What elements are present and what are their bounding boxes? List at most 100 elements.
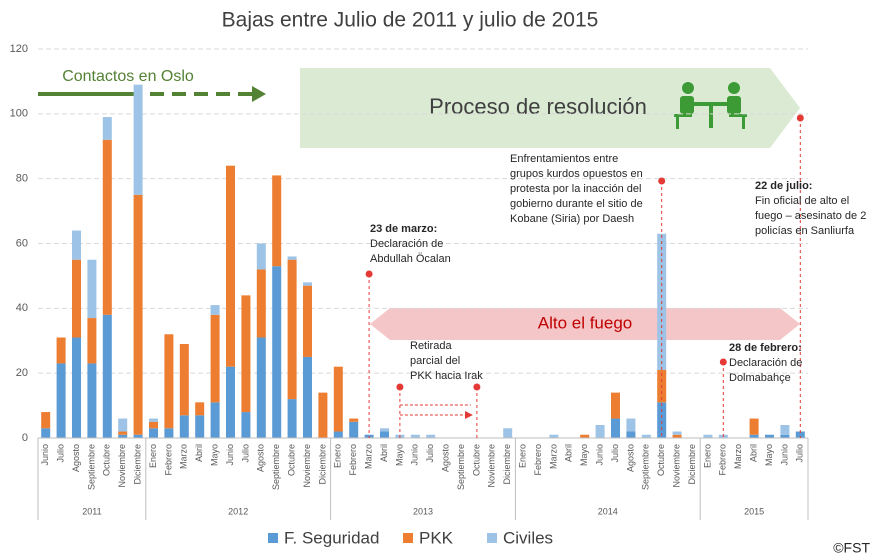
year-label: 2012 [228,506,248,516]
bar-segment [503,428,513,438]
withdrawal-arrow [399,404,471,415]
resolution-arrow [300,68,800,148]
x-tick-label: Julio [610,444,620,463]
x-tick-label: Octubre [656,444,666,476]
annotation-line: Abdullah Öcalan [370,253,451,265]
x-tick-label: Febrero [348,444,358,476]
annotation-line: grupos kurdos opuestos en [510,168,643,180]
bar-segment [41,412,51,429]
x-tick-label: Septiembre [641,444,651,490]
legend-swatch [268,533,278,543]
x-tick-label: Septiembre [271,444,281,490]
annotation: Enfrentamientos entre grupos kurdos opues… [510,153,643,225]
bar-segment [303,356,312,438]
bar-segment [226,165,235,367]
bar-segment [72,259,81,338]
annotation: 22 de julio: Fin oficial de alto el fuego … [755,180,866,237]
x-tick-label: Noviembre [487,444,497,488]
bar-segment [87,259,97,319]
x-tick-label: Abril [748,444,758,462]
bar-segment [133,434,143,438]
x-tick-label: Febrero [718,444,728,476]
bar-segment [179,343,189,416]
annotation-line: Dolmabahçe [729,372,791,384]
meeting-icon [674,82,747,129]
bar-segment [795,431,805,438]
bar-segment [410,434,420,438]
bar-segment [287,256,297,260]
bar-segment [333,431,343,438]
annotation-line: protesta por la inacción del [510,183,641,195]
bar-segment [118,418,128,432]
bar-segment [149,418,158,422]
bar-segment [102,314,112,438]
y-tick-label: 0 [22,432,28,444]
bar-segment [41,428,51,438]
bar-segment [56,363,66,438]
bar-segment [241,412,251,438]
bar-segment [349,421,359,438]
x-tick-label: Enero [333,444,343,468]
bar-segment [611,392,620,419]
annotation-line: Declaración de [729,357,802,369]
y-tick-label: 20 [16,367,28,379]
legend-label: F. Seguridad [284,528,379,547]
x-tick-label: Diciembre [687,444,697,485]
ceasefire-arrow [370,308,800,340]
year-label: 2013 [413,506,433,516]
bar-segment [272,175,282,267]
bar-segment [272,266,282,438]
bar-segment [133,84,143,195]
x-tick-label: Mayo [394,444,404,466]
x-tick-label: Febrero [533,444,543,476]
bar-segment [426,434,436,438]
legend-swatch [487,533,497,543]
bar-segment [287,399,297,438]
period-label: Contactos en Oslo [62,68,194,85]
x-tick-label: Abril [194,444,204,462]
x-tick-label: Abril [564,444,574,462]
x-tick-label: Julio [240,444,250,463]
x-tick-label: Septiembre [456,444,466,490]
bar-segment [672,434,682,438]
annotation: Retirada parcial del PKK hacia Irak [410,340,483,382]
bar-segment [56,337,66,364]
y-tick-label: 120 [10,43,28,55]
bar-segment [72,337,81,438]
bar-segment [195,402,205,416]
x-tick-label: Noviembre [671,444,681,488]
bar-segment [780,425,790,435]
year-label: 2014 [598,506,618,516]
x-tick-label: Diciembre [317,444,327,485]
annotation-line: Declaración de [370,238,443,250]
bar-segment [118,434,128,438]
x-tick-label: Agosto [440,444,450,472]
bar-segment [380,431,389,438]
bar-segment [241,295,251,413]
annotation-heading: 28 de febrero: [729,342,802,354]
x-tick-label: Enero [148,444,158,468]
bar-segment [226,366,235,438]
bar-segment [149,428,158,438]
legend-swatch [403,533,413,543]
legend-label: Civiles [503,528,553,547]
bar-segment [657,402,667,438]
y-tick-label: 100 [10,108,28,120]
bar-segment [87,318,97,364]
x-tick-label: Enero [702,444,712,468]
annotation-line: Fin oficial de alto el [755,195,849,207]
annotation-line: parcial del [410,355,460,367]
bar-segment [380,428,389,432]
bar-segment [164,334,174,429]
x-tick-label: Mayo [764,444,774,466]
bar-segment [765,434,774,438]
event-dot [473,383,481,391]
x-tick-label: Mayo [209,444,219,466]
bar-segment [179,415,189,438]
x-tick-label: Octubre [471,444,481,476]
x-tick-label: Noviembre [117,444,127,488]
x-tick-label: Marzo [548,444,558,469]
x-tick-label: Julio [795,444,805,463]
annotation-line: policías en Sanliurfa [755,225,855,237]
bar-segment [626,418,636,432]
